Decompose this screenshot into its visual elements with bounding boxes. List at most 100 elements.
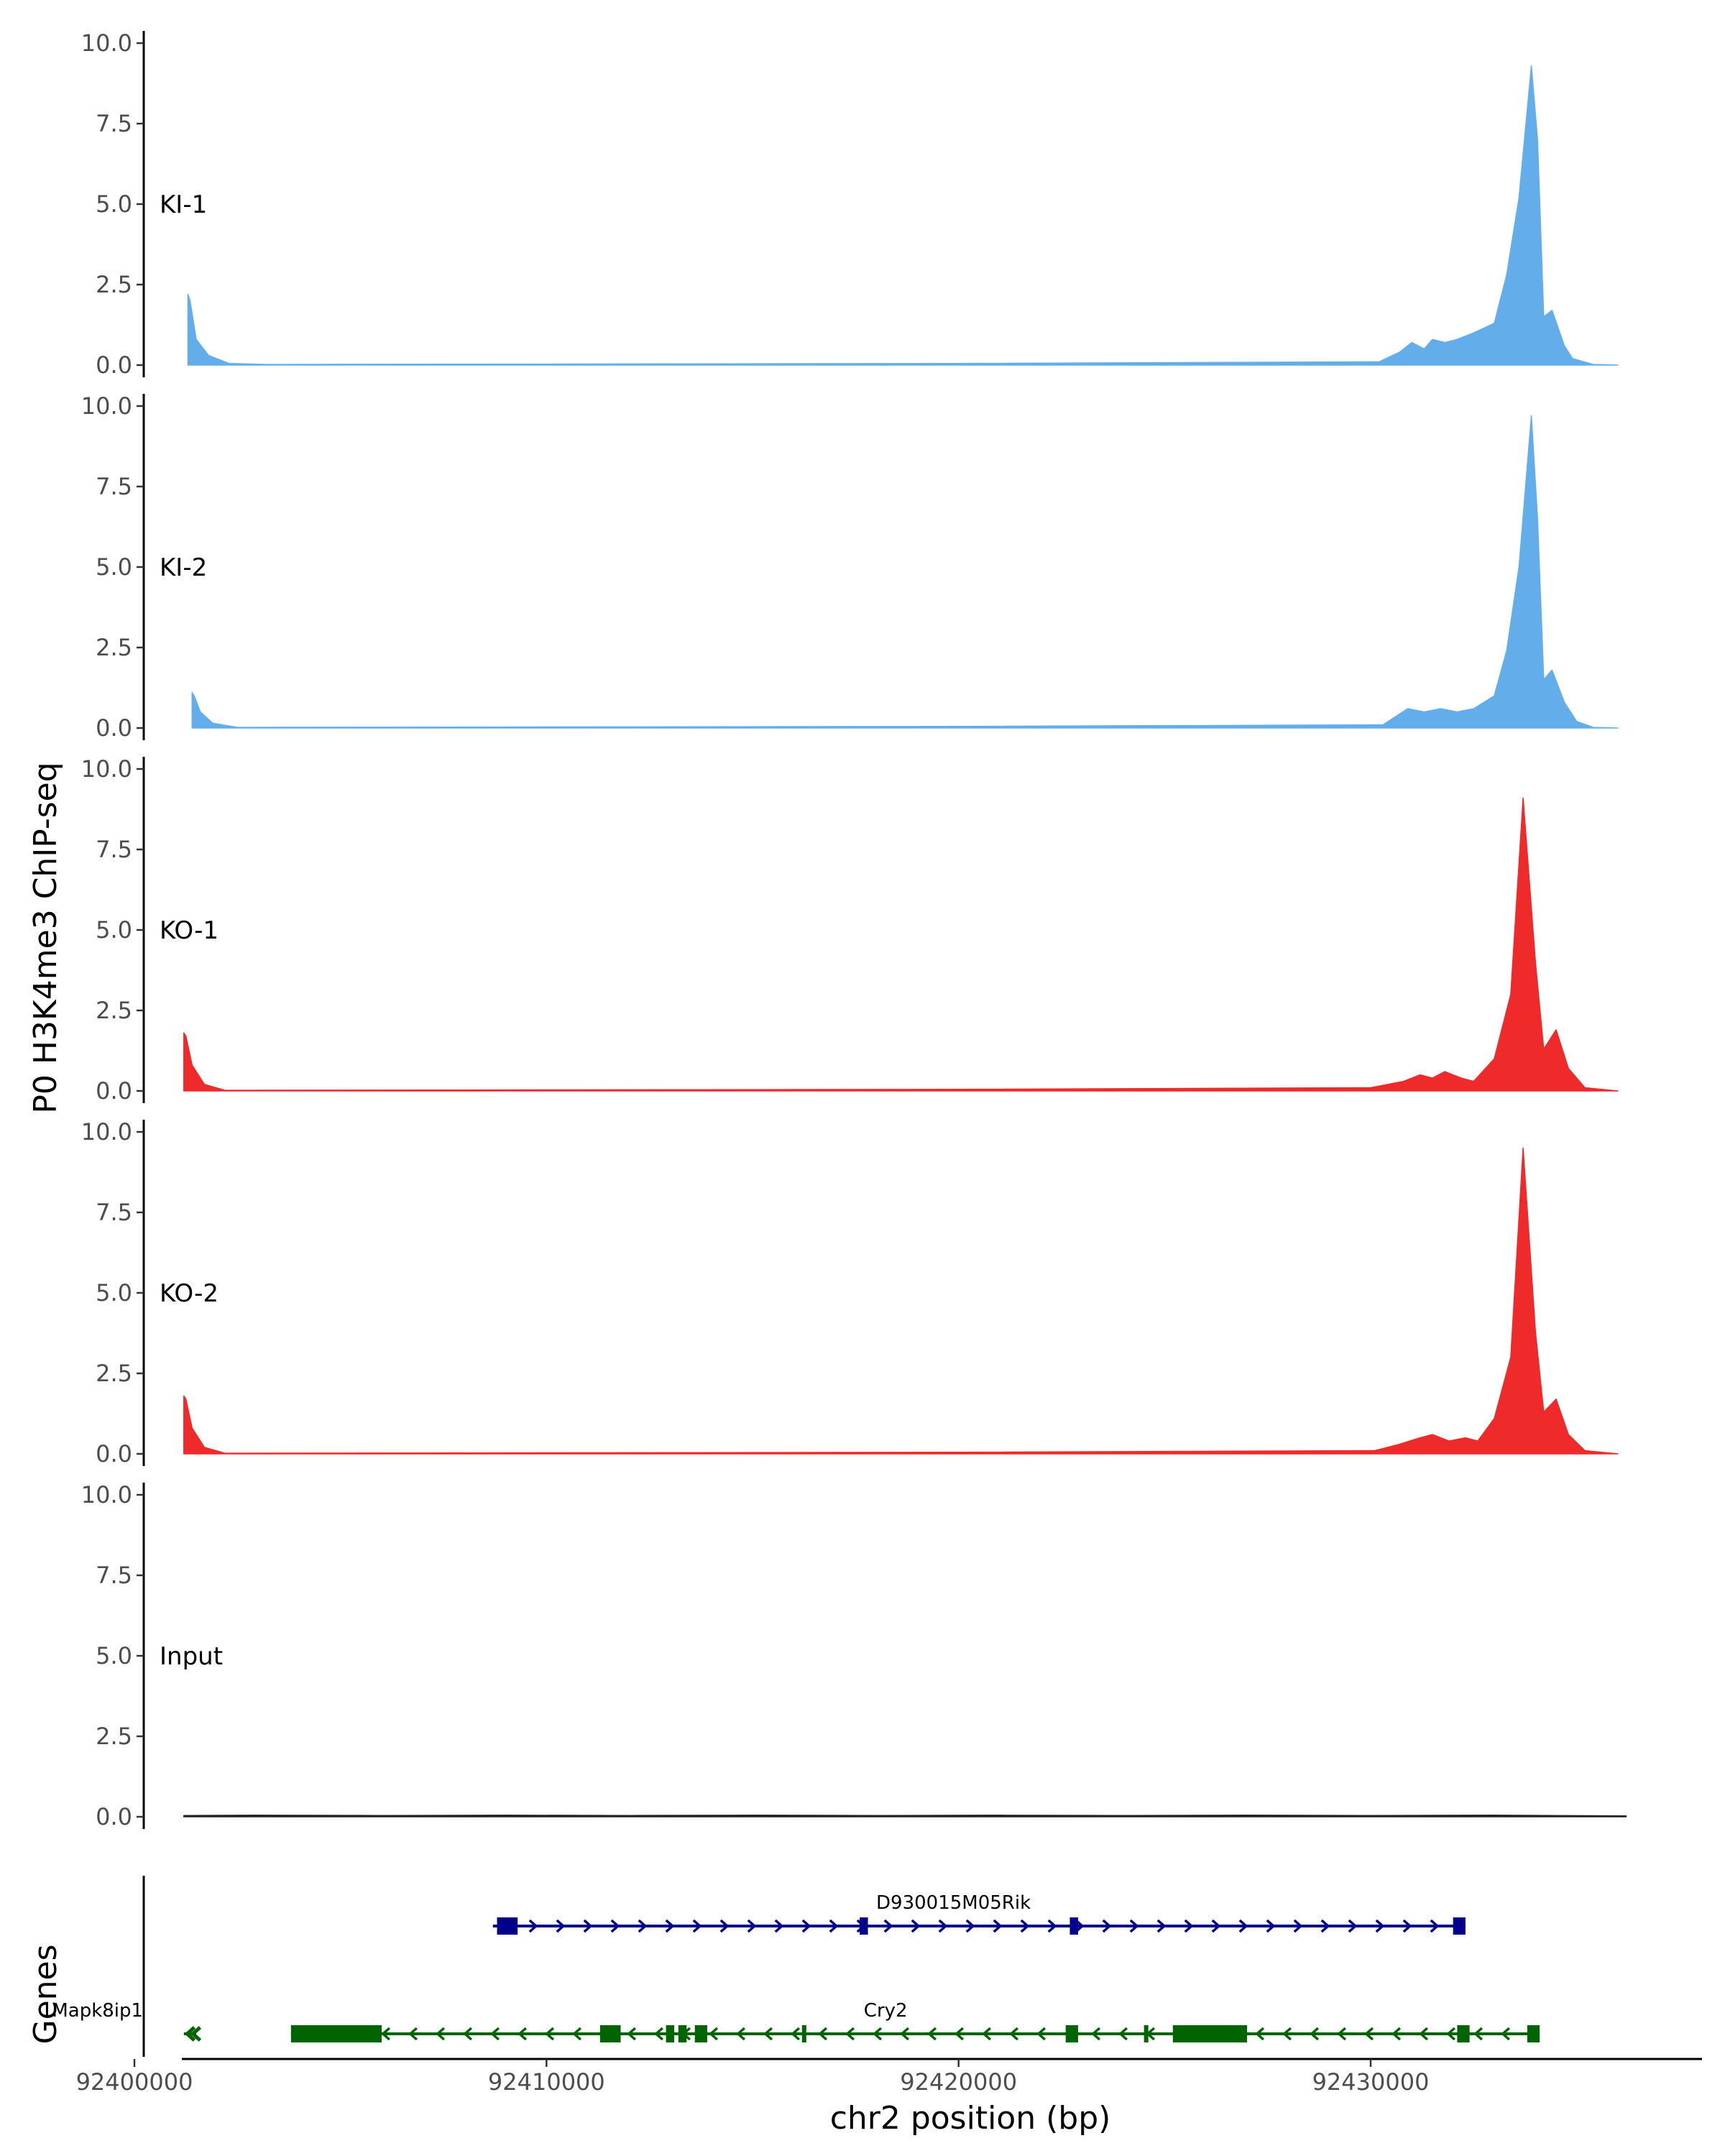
exon <box>599 2025 621 2042</box>
gene-cry2: Cry2 <box>290 2000 1540 2042</box>
strand-arrow <box>1091 2027 1101 2041</box>
strand-arrow <box>818 2027 828 2041</box>
strand-arrow <box>610 1919 620 1933</box>
exon <box>678 2025 687 2042</box>
x-axis: 92400000 92410000 92420000 92430000 <box>76 2058 1702 2096</box>
strand-arrow <box>518 2027 528 2041</box>
y-tick-label: 7.5 <box>96 110 132 137</box>
y-tick-label: 0.0 <box>96 351 132 379</box>
gene-d930015m05rik: D930015M05Rik <box>492 1892 1466 1935</box>
strand-arrow <box>190 2026 202 2042</box>
y-tick-label: 7.5 <box>96 1562 132 1589</box>
y-tick-label: 2.5 <box>96 1723 132 1750</box>
strand-arrow <box>184 2026 196 2042</box>
track-label: KO-2 <box>160 1279 218 1308</box>
strand-arrow <box>1293 1919 1303 1933</box>
signal-area-ko-2 <box>183 1147 1619 1455</box>
exon <box>1457 2025 1470 2042</box>
signal-area-ki-1 <box>187 65 1619 366</box>
strand-arrow <box>873 2027 883 2041</box>
strand-arrow <box>638 1919 648 1933</box>
strand-arrow <box>709 2027 719 2041</box>
gene-track: D930015M05Rik Cry2 Mapk8ip1 <box>52 1876 1540 2057</box>
y-tick-label: 10.0 <box>81 392 132 420</box>
exon <box>1172 2025 1247 2042</box>
strand-arrow <box>1129 1919 1139 1933</box>
strand-arrow <box>774 1919 784 1933</box>
track-label: KI-1 <box>160 190 207 219</box>
strand-arrow <box>747 1919 757 1933</box>
x-tick-label: 92410000 <box>488 2068 605 2096</box>
y-tick-label: 10.0 <box>81 1118 132 1146</box>
strand-arrow <box>1402 1919 1412 1933</box>
strand-arrow <box>545 2027 555 2041</box>
track-label: Input <box>160 1642 223 1671</box>
exon <box>1144 2025 1149 2042</box>
y-tick-label: 7.5 <box>96 836 132 863</box>
gene-label: Mapk8ip1 <box>52 2000 143 2022</box>
strand-arrow <box>490 2027 500 2041</box>
y-tick-label: 2.5 <box>96 634 132 661</box>
strand-arrow <box>1310 2027 1320 2041</box>
gene-label: D930015M05Rik <box>876 1892 1031 1914</box>
signal-area-input <box>183 1815 1627 1818</box>
strand-arrow <box>954 2027 965 2041</box>
strand-arrow <box>1446 2027 1456 2041</box>
strand-arrow <box>1473 2027 1484 2041</box>
strand-arrow <box>436 2027 446 2041</box>
strand-arrow <box>1020 1919 1030 1933</box>
track-input: 0.0 2.5 5.0 7.5 10.0 Input <box>81 1481 1627 1830</box>
strand-arrow <box>763 2027 773 2041</box>
y-tick-label: 7.5 <box>96 1199 132 1226</box>
strand-arrow <box>1036 2027 1046 2041</box>
strand-arrow <box>381 2027 391 2041</box>
strand-arrow <box>1238 1919 1248 1933</box>
y-tick-label: 5.0 <box>96 190 132 218</box>
strand-arrow <box>463 2027 473 2041</box>
strand-arrow <box>845 2027 855 2041</box>
exon <box>666 2025 675 2042</box>
strand-arrow <box>993 1919 1003 1933</box>
y-tick-label: 2.5 <box>96 997 132 1024</box>
x-axis-title: chr2 position (bp) <box>830 2100 1111 2137</box>
track-label: KI-2 <box>160 553 207 582</box>
y-tick-label: 10.0 <box>81 29 132 57</box>
strand-arrow <box>665 1919 675 1933</box>
strand-arrow <box>556 1919 566 1933</box>
track-ki-1: 0.0 2.5 5.0 7.5 10.0 KI-1 <box>81 29 1619 379</box>
signal-tracks: 0.0 2.5 5.0 7.5 10.0 KI-1 0.0 2.5 5.0 7.5 10.0 KI-2… <box>81 29 1627 1830</box>
exon <box>497 1917 518 1935</box>
strand-arrow <box>1156 1919 1167 1933</box>
exon <box>1065 2025 1078 2042</box>
exon <box>694 2025 707 2042</box>
exon <box>801 2025 806 2042</box>
strand-arrow <box>627 2027 637 2041</box>
y-axis-title: P0 H3K4me3 ChIP-seq <box>27 762 64 1113</box>
exon <box>290 2025 382 2042</box>
strand-arrow <box>654 2027 664 2041</box>
strand-arrow <box>965 1919 975 1933</box>
strand-arrow <box>883 1919 893 1933</box>
strand-arrow <box>408 2027 418 2041</box>
y-tick-label: 10.0 <box>81 755 132 783</box>
y-tick-label: 2.5 <box>96 271 132 298</box>
strand-arrow <box>982 2027 992 2041</box>
strand-arrow <box>1102 1919 1112 1933</box>
strand-arrow <box>1375 1919 1385 1933</box>
strand-arrow <box>1266 1919 1276 1933</box>
track-ki-2: 0.0 2.5 5.0 7.5 10.0 KI-2 <box>81 392 1619 742</box>
x-tick-label: 92400000 <box>76 2068 193 2096</box>
track-ko-2: 0.0 2.5 5.0 7.5 10.0 KO-2 <box>81 1118 1619 1468</box>
strand-arrow <box>1392 2027 1402 2041</box>
strand-arrow <box>583 1919 593 1933</box>
strand-arrow <box>1009 2027 1019 2041</box>
strand-arrow <box>1184 1919 1194 1933</box>
y-tick-label: 7.5 <box>96 473 132 500</box>
strand-arrow <box>1430 1919 1440 1933</box>
y-tick-label: 5.0 <box>96 1279 132 1307</box>
exon <box>860 1917 868 1935</box>
strand-arrow <box>1118 2027 1128 2041</box>
strand-arrow <box>1320 1919 1330 1933</box>
strand-arrow <box>719 1919 730 1933</box>
strand-arrow <box>927 2027 937 2041</box>
